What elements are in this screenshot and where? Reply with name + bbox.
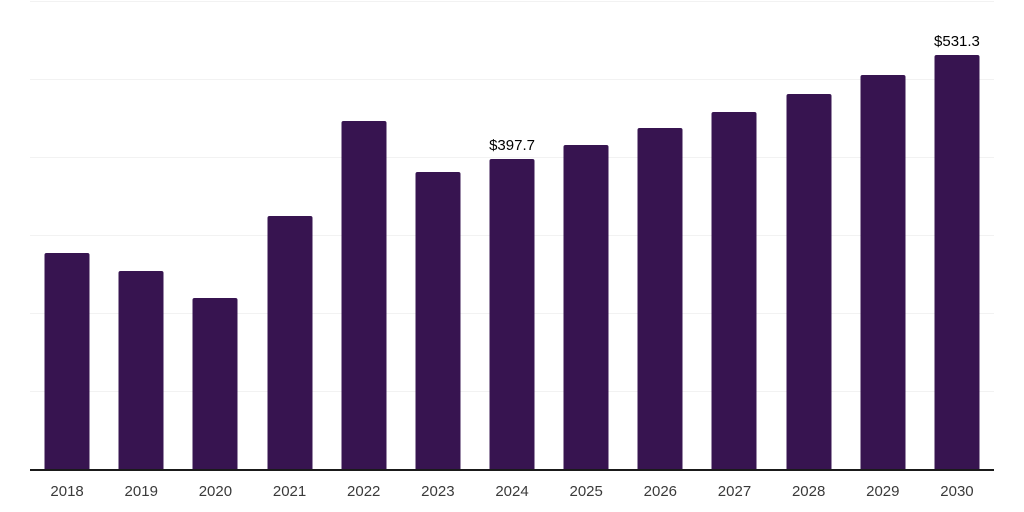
bar-2024 [489,158,535,469]
bar-2020 [192,297,238,469]
bar-slot-2029 [846,1,920,469]
bar-slot-2022 [327,1,401,469]
x-axis-label-2018: 2018 [50,483,84,500]
x-axis-label-2027: 2027 [717,483,752,500]
bar-2026 [637,127,683,469]
x-axis-label-2029: 2029 [866,483,900,500]
gridline [30,1,994,2]
bar-slot-2026 [623,1,697,469]
x-axis-label-2025: 2025 [569,483,603,500]
bar-2022 [341,120,387,469]
bar-2029 [860,74,906,469]
bar-slot-2025 [549,1,623,469]
x-axis-label-2028: 2028 [791,483,826,500]
gridline [30,156,994,158]
bar-2019 [118,270,164,469]
bar-slot-2024: $397.7 [475,1,549,469]
data-label-2024: $397.7 [489,136,535,154]
x-axis-label-2030: 2030 [940,483,974,500]
x-axis-label-2024: 2024 [495,483,529,500]
bars-layer: $397.7 $531.3 [30,1,994,469]
plot-area: $397.7 $531.3 [30,1,994,471]
x-axis-label-2023: 2023 [421,483,455,500]
x-axis-label-2019: 2019 [124,483,158,500]
bar-slot-2030: $531.3 [920,1,994,469]
bar-slot-2023 [401,1,475,469]
bar-slot-2020 [178,1,252,469]
bar-2023 [415,171,461,469]
x-axis-label-2026: 2026 [643,483,678,500]
x-axis-label-2020: 2020 [198,483,233,500]
bar-2025 [563,145,609,469]
bar-2021 [267,216,313,469]
x-axis-label-2021: 2021 [272,483,307,500]
bar-slot-2028 [772,1,846,469]
bar-slot-2018 [30,1,104,469]
x-axis-label-2022: 2022 [347,483,381,500]
bar-2028 [786,93,832,469]
bar-slot-2019 [104,1,178,469]
gridline [30,78,994,80]
bar-2030 [934,54,980,469]
bar-2027 [711,112,757,469]
bar-slot-2027 [697,1,771,469]
x-axis: 2018 2019 2020 2021 2022 2023 2024 2025 2026 2027… [30,482,994,502]
bar-2018 [44,252,90,469]
bar-slot-2021 [252,1,326,469]
data-label-2030: $531.3 [934,32,980,50]
